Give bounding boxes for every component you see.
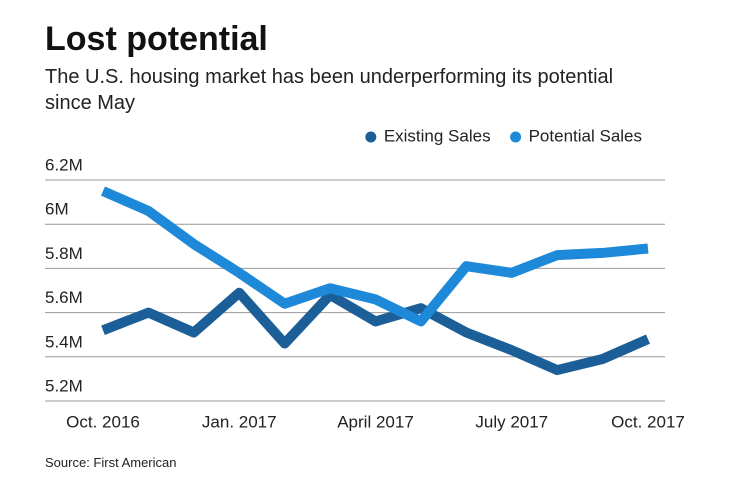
- legend-marker: [510, 131, 522, 143]
- x-tick-label: Oct. 2017: [611, 412, 685, 431]
- y-tick-label: 5.6M: [45, 288, 83, 307]
- x-tick-label: July 2017: [475, 412, 548, 431]
- data-line: [100, 186, 649, 327]
- chart-subtitle: The U.S. housing market has been underpe…: [45, 66, 614, 114]
- y-tick-label: 6M: [45, 200, 69, 219]
- x-tick-label: Oct. 2016: [66, 412, 140, 431]
- legend-label: Potential Sales: [529, 126, 642, 145]
- x-tick-label: Jan. 2017: [202, 412, 277, 431]
- source-note: Source: First American: [45, 455, 177, 470]
- legend-label: Existing Sales: [384, 126, 491, 145]
- data-line: [101, 287, 651, 376]
- y-tick-label: 5.8M: [45, 244, 83, 263]
- y-tick-label: 5.4M: [45, 332, 83, 351]
- y-tick-label: 5.2M: [45, 376, 83, 395]
- y-tick-label: 6.2M: [45, 155, 83, 174]
- chart-title: Lost potential: [45, 20, 268, 58]
- x-tick-label: April 2017: [337, 412, 414, 431]
- legend-marker: [365, 131, 377, 143]
